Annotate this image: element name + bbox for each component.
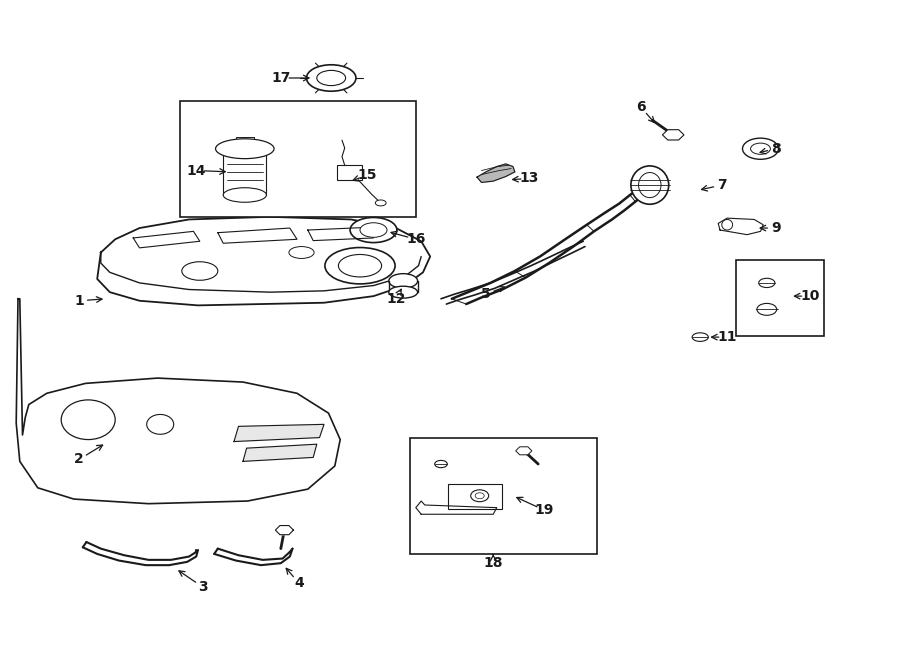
Ellipse shape — [182, 262, 218, 280]
Polygon shape — [133, 231, 200, 248]
Text: 9: 9 — [771, 221, 780, 235]
Ellipse shape — [350, 217, 397, 243]
Text: 1: 1 — [75, 293, 84, 308]
Ellipse shape — [375, 200, 386, 206]
Text: 7: 7 — [717, 178, 726, 192]
Polygon shape — [16, 299, 340, 504]
Bar — [410, 438, 597, 554]
Text: 16: 16 — [406, 232, 426, 247]
Ellipse shape — [306, 65, 356, 91]
Polygon shape — [516, 447, 532, 455]
Text: 11: 11 — [717, 330, 737, 344]
Bar — [337, 165, 362, 180]
Text: 10: 10 — [800, 289, 820, 303]
Polygon shape — [308, 227, 374, 241]
Text: 15: 15 — [357, 168, 377, 182]
Text: 13: 13 — [519, 171, 539, 186]
Ellipse shape — [742, 138, 778, 159]
Ellipse shape — [317, 71, 346, 86]
Text: 18: 18 — [483, 556, 503, 570]
Text: 3: 3 — [198, 580, 207, 594]
Text: 12: 12 — [386, 292, 406, 306]
Text: 6: 6 — [636, 100, 645, 114]
Ellipse shape — [389, 286, 418, 298]
Polygon shape — [416, 501, 497, 514]
Polygon shape — [477, 164, 515, 182]
Text: 8: 8 — [771, 141, 780, 156]
Text: 2: 2 — [75, 452, 84, 467]
Ellipse shape — [289, 247, 314, 258]
Ellipse shape — [223, 140, 266, 157]
Bar — [448, 484, 502, 509]
Ellipse shape — [751, 143, 770, 155]
Polygon shape — [218, 228, 297, 243]
Bar — [736, 260, 824, 336]
Text: 19: 19 — [535, 503, 554, 518]
Polygon shape — [275, 525, 293, 535]
Ellipse shape — [692, 333, 708, 341]
Ellipse shape — [216, 139, 274, 159]
Text: 4: 4 — [294, 576, 303, 590]
Bar — [180, 101, 416, 217]
Ellipse shape — [325, 248, 395, 284]
Text: 14: 14 — [186, 163, 206, 178]
Polygon shape — [234, 424, 324, 442]
Text: 17: 17 — [271, 71, 291, 85]
Text: 5: 5 — [482, 287, 490, 301]
Circle shape — [147, 414, 174, 434]
Ellipse shape — [360, 223, 387, 237]
Ellipse shape — [338, 254, 382, 277]
Polygon shape — [97, 217, 430, 305]
Ellipse shape — [389, 274, 418, 288]
Circle shape — [61, 400, 115, 440]
Polygon shape — [243, 444, 317, 461]
Polygon shape — [662, 130, 684, 140]
Ellipse shape — [638, 173, 661, 198]
Ellipse shape — [223, 188, 266, 202]
Ellipse shape — [631, 166, 669, 204]
Polygon shape — [718, 218, 763, 235]
